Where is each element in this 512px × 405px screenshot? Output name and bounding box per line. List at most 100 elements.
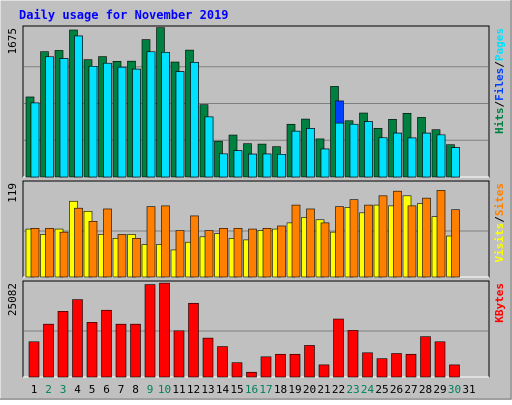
legend-separator: /: [493, 101, 506, 108]
x-tick-label: 18: [274, 383, 287, 396]
kbytes-bar: [217, 346, 228, 378]
x-tick-label: 12: [187, 383, 200, 396]
kbytes-bar: [202, 337, 214, 378]
x-tick-label: 29: [433, 383, 446, 396]
sites-bar: [349, 199, 359, 278]
pages-bar: [451, 147, 460, 178]
x-tick-label: 10: [158, 383, 171, 396]
kbytes-bar: [318, 364, 330, 378]
x-tick-label: 27: [404, 383, 417, 396]
sites-bar: [219, 227, 228, 278]
pages-bar: [364, 121, 373, 178]
pages-bar: [103, 62, 112, 178]
x-tick-label: 28: [419, 383, 432, 396]
x-tick-label: 13: [201, 383, 214, 396]
pages-bar: [59, 58, 69, 178]
x-tick-label: 5: [89, 383, 96, 396]
x-tick-label: 15: [230, 383, 243, 396]
pages-bar: [277, 154, 286, 178]
sites-bar: [30, 227, 40, 278]
sites-bar: [74, 207, 83, 278]
x-tick-label: 22: [332, 383, 345, 396]
pages-bar: [190, 62, 199, 178]
x-tick-label: 23: [346, 383, 359, 396]
legend-entry: Visits: [493, 223, 506, 263]
pages-bar: [45, 56, 54, 178]
legend-entry: Files: [493, 68, 506, 101]
x-tick-label: 1: [31, 383, 38, 396]
pages-bar: [320, 148, 330, 178]
sites-bar: [103, 208, 112, 278]
y-max-label: 1675: [6, 28, 19, 55]
pages-bar: [262, 153, 272, 178]
kbytes-bar: [72, 299, 83, 378]
sites-bar: [306, 208, 315, 278]
pages-bar: [74, 35, 83, 178]
sites-bar: [132, 238, 141, 278]
pages-bar: [378, 137, 388, 178]
kbytes-bar: [289, 353, 301, 378]
kbytes-bar: [333, 318, 344, 378]
legend-entry: Sites: [493, 183, 506, 216]
legend-separator: /: [493, 61, 506, 68]
legend-entry: Pages: [493, 28, 506, 61]
kbytes-bar: [362, 352, 373, 378]
sites-bar: [204, 230, 214, 278]
pages-bar: [436, 134, 446, 178]
x-tick-label: 11: [172, 383, 185, 396]
pages-bar: [161, 52, 170, 178]
y-max-label: 119: [6, 183, 19, 203]
x-tick-label: 25: [375, 383, 388, 396]
kbytes-bar: [86, 322, 98, 378]
x-tick-label: 7: [118, 383, 125, 396]
pages-bar: [30, 102, 40, 178]
legend: Visits/Sites: [493, 183, 506, 263]
sites-bar: [161, 205, 170, 278]
pages-bar: [88, 66, 98, 178]
x-tick-label: 8: [132, 383, 139, 396]
x-tick-label: 6: [103, 383, 110, 396]
panel-visits-sites: 119 Visits/Sites: [6, 180, 506, 278]
kbytes-bar: [101, 309, 112, 378]
sites-bar: [451, 209, 460, 278]
sites-bar: [175, 230, 185, 278]
pages-bar: [175, 71, 185, 178]
x-tick-label: 21: [317, 383, 330, 396]
kbytes-bar: [449, 364, 460, 378]
kbytes-bar: [115, 323, 127, 378]
x-tick-label: 17: [259, 383, 272, 396]
kbytes-bar: [144, 284, 156, 378]
pages-bar: [393, 132, 402, 178]
kbytes-bar: [188, 302, 199, 378]
pages-bar: [422, 132, 431, 178]
kbytes-bar: [260, 356, 272, 378]
pages-bar: [219, 153, 228, 178]
sites-bar: [277, 225, 286, 278]
sites-bar: [233, 227, 243, 278]
kbytes-bar: [231, 362, 243, 378]
kbytes-bar: [405, 353, 417, 378]
pages-bar: [146, 51, 156, 178]
panel-kbytes: 25082 KBytes: [6, 280, 506, 378]
x-tick-label: 20: [303, 383, 316, 396]
kbytes-bar: [376, 358, 388, 378]
kbytes-bar: [246, 371, 257, 378]
sites-bar: [190, 215, 199, 278]
sites-bar: [248, 228, 257, 278]
x-tick-label: 3: [60, 383, 67, 396]
legend-entry: Hits: [493, 108, 506, 135]
pages-bar: [248, 153, 257, 178]
sites-bar: [291, 204, 301, 278]
legend-separator: /: [493, 216, 506, 223]
pages-bar: [306, 128, 315, 178]
legend-entry: KBytes: [493, 283, 506, 323]
sites-bar: [364, 204, 373, 278]
x-tick-label: 24: [361, 383, 375, 396]
kbytes-bar: [28, 341, 40, 378]
x-axis-day-labels: 1 2 3 4 5 6 7 8 9 10 11 12 13 14 15 16 17 18 19 20 21 22 23 24 2…: [31, 383, 476, 396]
sites-bar: [59, 231, 69, 278]
x-tick-label: 4: [74, 383, 81, 396]
sites-bar: [320, 222, 330, 278]
x-tick-label: 16: [245, 383, 258, 396]
